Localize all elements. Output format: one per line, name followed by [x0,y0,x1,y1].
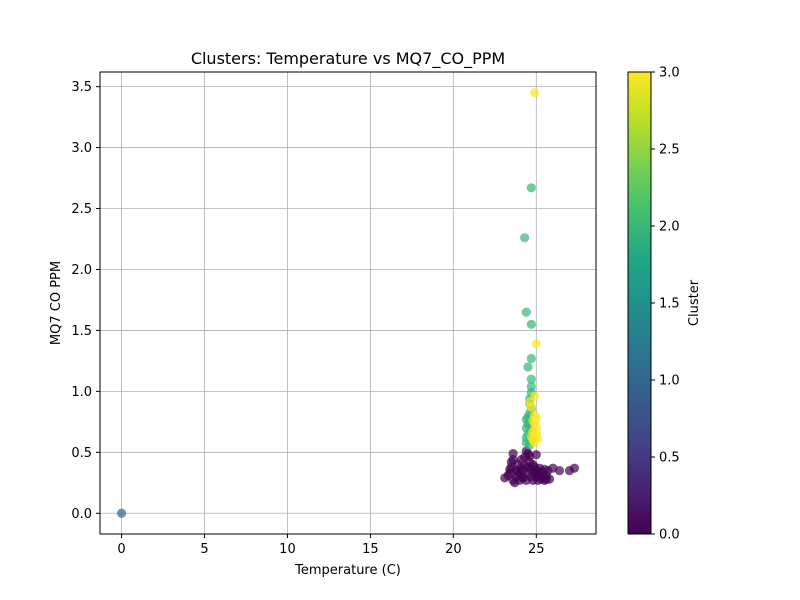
data-points [116,88,580,518]
chart-title: Clusters: Temperature vs MQ7_CO_PPM [191,49,505,69]
x-tick-label: 15 [362,542,379,557]
data-point-cluster-3 [530,88,540,98]
grid-lines [100,72,596,534]
data-point-cluster-2 [520,233,530,243]
x-tick-label: 20 [445,542,462,557]
y-tick-label: 3.0 [71,141,92,156]
colorbar [627,71,652,535]
x-tick-label: 10 [279,542,296,557]
data-point-cluster-0 [569,463,580,473]
y-tick-label: 3.5 [71,80,92,95]
data-point-cluster-1 [116,508,127,518]
x-axis-ticks: 0 5 10 15 20 25 [117,534,545,557]
data-point-cluster-3 [530,437,540,448]
x-tick-label: 5 [200,542,208,557]
data-point-cluster-0 [531,450,541,460]
data-point-cluster-0 [508,448,518,459]
colorbar-label: Cluster [687,279,702,326]
y-axis-ticks: 0.0 0.5 1.0 1.5 2.0 2.5 3.0 3.5 [71,80,100,522]
colorbar-tick-label: 2.0 [659,220,680,235]
data-point-cluster-3 [530,411,540,421]
colorbar-tick-label: 2.5 [659,143,680,158]
colorbar-ticks: 0.0 0.5 1.0 1.5 2.0 2.5 3.0 [651,66,680,543]
data-point-cluster-0 [541,474,551,484]
data-point-cluster-2 [523,362,533,372]
data-point-cluster-3 [531,428,541,438]
data-point-cluster-3 [531,339,541,349]
data-point-cluster-0 [511,466,521,476]
y-tick-label: 1.5 [71,324,92,339]
plot-frame [99,71,597,535]
y-tick-label: 1.0 [71,385,92,400]
y-tick-label: 0.0 [71,507,92,522]
data-point-cluster-2 [521,307,531,317]
data-point-cluster-2 [526,374,536,384]
data-point-cluster-3 [526,402,536,412]
colorbar-tick-label: 0.0 [659,528,680,543]
y-tick-label: 0.5 [71,446,92,461]
x-tick-label: 0 [117,542,125,557]
data-point-cluster-0 [554,466,565,476]
x-axis-label: Temperature (C) [294,563,401,578]
data-point-cluster-3 [530,391,540,401]
data-point-cluster-0 [518,473,528,483]
data-point-cluster-0 [523,448,533,459]
colorbar-tick-label: 1.0 [659,374,680,389]
data-point-cluster-2 [526,183,536,193]
colorbar-tick-label: 0.5 [659,451,680,466]
colorbar-tick-label: 1.5 [659,297,680,312]
y-tick-label: 2.0 [71,263,92,278]
data-point-cluster-2 [526,319,536,329]
y-tick-label: 2.5 [71,202,92,217]
x-tick-label: 25 [528,542,545,557]
data-point-cluster-2 [526,353,536,364]
colorbar-tick-label: 3.0 [659,66,680,81]
y-axis-label: MQ7 CO PPM [49,261,64,345]
